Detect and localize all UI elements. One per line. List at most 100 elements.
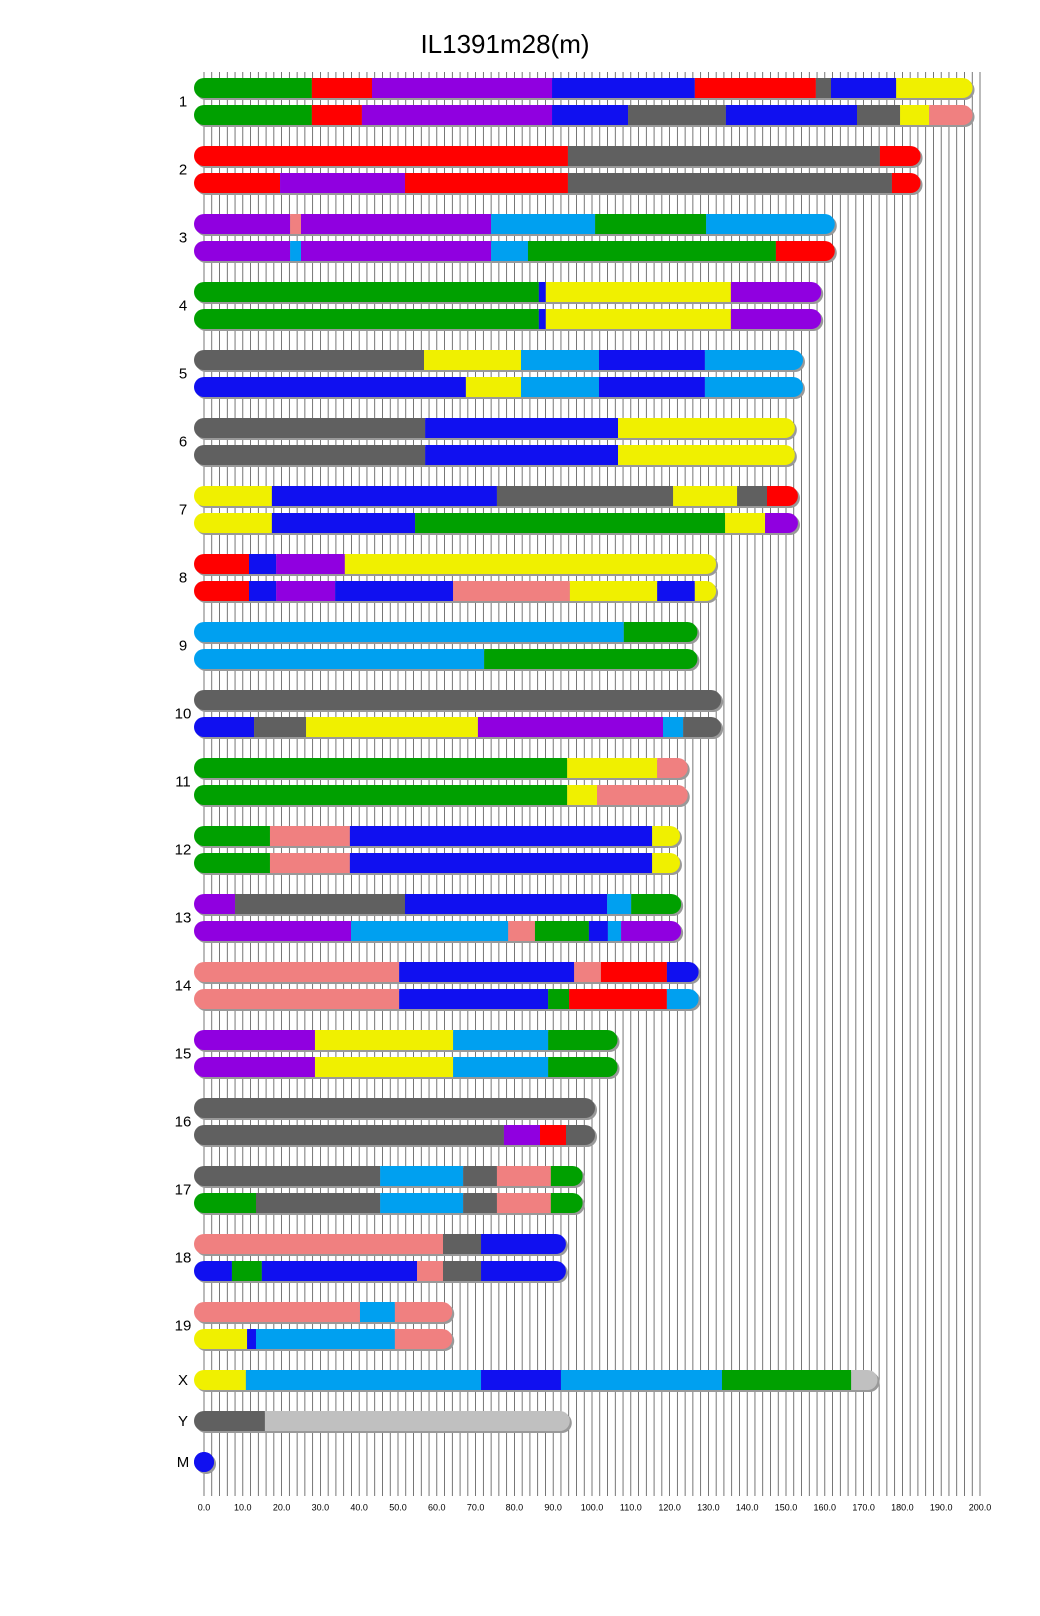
segment [534,921,589,941]
segment [652,853,670,873]
x-tick-label: 180.0 [891,1502,914,1512]
segment [249,581,277,601]
segment [548,989,570,1009]
segment [730,309,812,329]
x-tick-label: 60.0 [428,1502,446,1512]
x-tick-label: 160.0 [814,1502,837,1512]
segment [204,1411,265,1431]
x-tick-label: 130.0 [697,1502,720,1512]
chromosome-label: 19 [175,1317,192,1334]
segment [552,105,629,125]
segment [204,309,539,329]
segment [204,717,255,737]
segment [269,826,350,846]
chromosome-label: 2 [179,161,187,178]
segment [254,717,307,737]
x-tick-label: 50.0 [389,1502,407,1512]
segment [311,78,373,98]
segment [311,105,362,125]
segment [628,105,726,125]
segment [623,622,688,642]
segment [335,581,454,601]
segment [569,989,667,1009]
segment [503,1125,541,1145]
segment [538,309,546,329]
segment [344,554,707,574]
segment [280,173,405,193]
x-tick-label: 20.0 [273,1502,291,1512]
segment [204,853,270,873]
segment [463,1193,497,1213]
segment [567,146,880,166]
segment [765,513,788,533]
segment [204,105,312,125]
segment [394,1329,443,1349]
chromosome-label: 8 [179,569,187,586]
segment [314,1057,454,1077]
segment [204,1329,248,1349]
segment [673,486,738,506]
segment [271,486,497,506]
segment [929,105,963,125]
segment [891,173,911,193]
segment [204,418,426,438]
segment [204,581,250,601]
segment [276,581,336,601]
segment [520,350,599,370]
segment [657,581,695,601]
segment [548,1057,608,1077]
segment [399,962,575,982]
segment [694,78,816,98]
segment [652,826,670,846]
segment [204,513,272,533]
segment [380,1166,464,1186]
segment [255,1329,395,1349]
segment [481,1370,561,1390]
chromosome-label: 12 [175,841,192,858]
segment [453,1030,549,1050]
segment [683,717,712,737]
segment [520,377,599,397]
segment [249,554,277,574]
segment [349,826,653,846]
chromosome-label: M [177,1454,190,1471]
segment [204,1370,246,1390]
segment [617,445,785,465]
segment [463,1166,497,1186]
segment [204,78,312,98]
chromosome-label: 14 [175,977,192,994]
segment [706,214,825,234]
segment [896,78,963,98]
segment [204,1030,315,1050]
segment [204,146,568,166]
segment [204,554,250,574]
chromosome-label: 10 [175,705,192,722]
segment [597,785,678,805]
chromosome-label: 17 [175,1181,192,1198]
segment [264,1411,560,1431]
segment [443,1234,482,1254]
chromosome-label: 7 [179,501,187,518]
x-tick-label: 30.0 [312,1502,330,1512]
segment [569,581,658,601]
segment [775,241,825,261]
x-tick-label: 190.0 [930,1502,953,1512]
segment [588,921,608,941]
segment [666,989,689,1009]
segment [598,377,705,397]
segment [290,214,301,234]
segment [496,1166,551,1186]
chromosome-label: 18 [175,1249,192,1266]
segment [394,1302,443,1322]
x-tick-label: 70.0 [467,1502,485,1512]
segment [453,581,570,601]
segment [204,826,270,846]
segment [425,445,618,465]
segment [540,1125,567,1145]
segment [857,105,901,125]
segment [269,853,350,873]
segment [567,173,892,193]
segment [417,1261,444,1281]
chromosome-label: 16 [175,1113,192,1130]
segment [314,1030,454,1050]
